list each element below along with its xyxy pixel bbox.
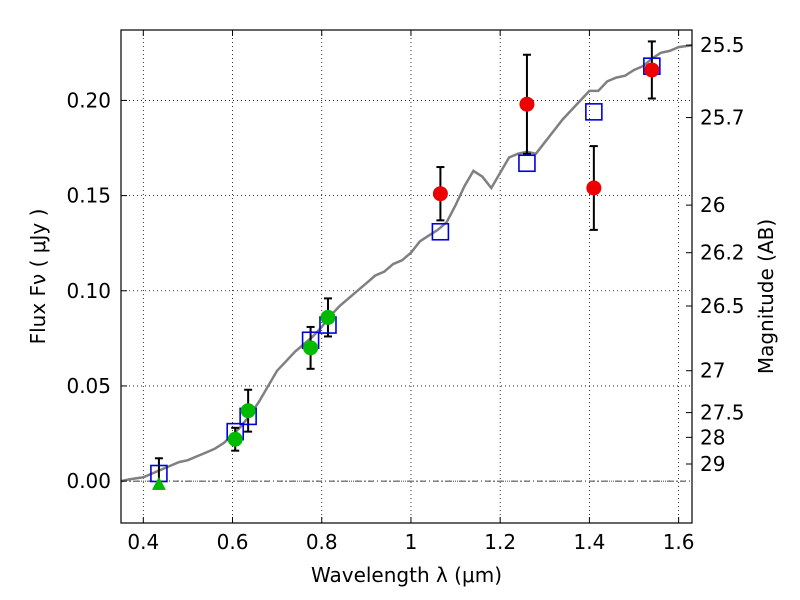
observed-optical-marker — [227, 431, 243, 447]
axis-ticks — [121, 30, 692, 523]
upper-limit-marker — [151, 476, 166, 490]
magnitude-tick-label: 26 — [700, 193, 725, 217]
model-photometry-marker — [518, 154, 536, 173]
magnitude-tick-label: 26.2 — [700, 241, 745, 265]
observed-optical-marker — [240, 403, 256, 419]
x-tick-label: 0.6 — [217, 530, 249, 554]
observed-optical-marker — [303, 340, 319, 356]
model-photometry-marker — [585, 103, 603, 121]
y-tick-label: 0.20 — [66, 88, 111, 112]
magnitude-tick-label: 27 — [700, 359, 725, 383]
x-tick-label: 0.4 — [127, 530, 159, 554]
tick-labels: 0.4 0.6 0.8 1 1.2 1.4 1.6 0.00 0.05 0.10 0.15 0.20 2… — [66, 33, 744, 554]
magnitude-tick-label: 29 — [700, 452, 725, 476]
observed-nir-marker — [432, 186, 448, 202]
x-axis-label: Wavelength λ (μm) — [311, 563, 502, 587]
y-tick-label: 0.05 — [66, 374, 111, 398]
model-photometry-marker — [431, 222, 450, 241]
model-spectrum — [120, 43, 693, 483]
observed-nir-marker — [644, 62, 660, 78]
model-spectrum-line — [120, 43, 693, 483]
magnitude-tick-label: 28 — [700, 425, 725, 449]
magnitude-tick-label: 26.5 — [700, 294, 745, 318]
y-tick-label: 0.15 — [66, 184, 111, 208]
plot-frame — [120, 29, 693, 524]
x-tick-label: 0.8 — [306, 530, 338, 554]
x-tick-label: 1.2 — [484, 530, 516, 554]
observed-nir-marker — [586, 180, 602, 196]
x-tick-label: 1.6 — [663, 530, 695, 554]
y-tick-label: 0.00 — [66, 469, 111, 493]
y-tick-label: 0.10 — [66, 279, 111, 303]
magnitude-tick-label: 27.5 — [700, 401, 745, 425]
right-axis-label: Magnitude (AB) — [754, 219, 778, 374]
observed-optical-marker — [320, 309, 336, 325]
y-axis-label: Flux Fν ( μJy ) — [26, 209, 50, 345]
observed-nir-marker — [519, 96, 535, 112]
data-markers — [150, 57, 661, 490]
magnitude-tick-label: 25.5 — [700, 33, 745, 57]
x-tick-label: 1.4 — [573, 530, 605, 554]
x-tick-label: 1 — [405, 530, 418, 554]
magnitude-tick-label: 25.7 — [700, 106, 745, 130]
